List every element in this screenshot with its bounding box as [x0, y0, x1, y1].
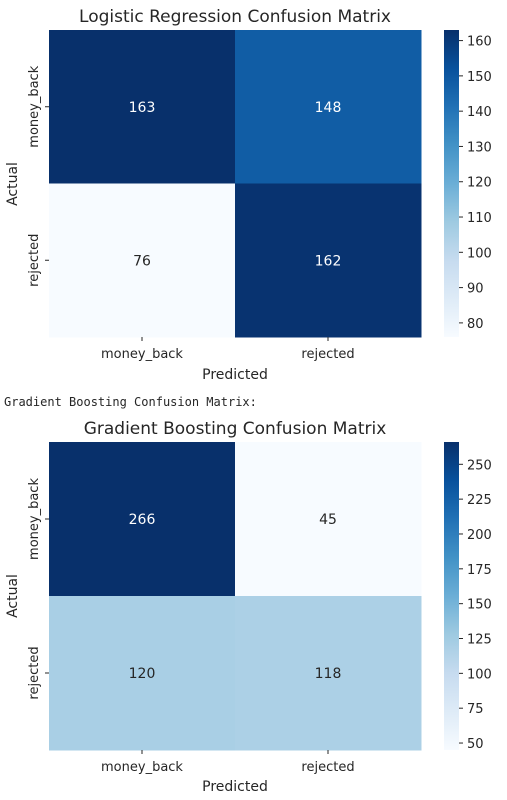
y-axis-label: Actual [5, 574, 21, 618]
colorbar-tick-label: 150 [467, 598, 492, 613]
colorbar-tick-label: 80 [467, 317, 484, 332]
cell-value-label: 118 [315, 666, 342, 682]
y-tick-label: rejected [27, 234, 42, 287]
y-tick-label: money_back [27, 478, 42, 560]
heatmap-cell [49, 442, 236, 597]
colorbar-tick-label: 175 [467, 563, 492, 578]
x-axis-label: Predicted [202, 367, 268, 383]
y-tick-label: money_back [27, 65, 42, 147]
colorbar-tick-label: 125 [467, 633, 492, 648]
console-output: Gradient Boosting Confusion Matrix: [4, 395, 257, 409]
colorbar-tick-label: 120 [467, 176, 492, 191]
cell-value-label: 148 [315, 100, 342, 116]
heatmap-cell [235, 30, 422, 184]
colorbar-tick-label: 100 [467, 667, 492, 682]
logistic-regression-heatmap: Logistic Regression Confusion Matrix 163… [5, 7, 492, 383]
colorbar-tick-label: 160 [467, 35, 492, 50]
colorbar-tick-label: 150 [467, 70, 492, 85]
chart-title: Logistic Regression Confusion Matrix [79, 7, 391, 27]
colorbar-tick-label: 75 [467, 702, 484, 717]
cell-value-label: 45 [319, 512, 337, 528]
colorbar [444, 30, 459, 337]
chart-title: Gradient Boosting Confusion Matrix [84, 419, 387, 439]
cell-value-label: 163 [129, 100, 156, 116]
colorbar-tick-label: 100 [467, 246, 492, 261]
gradient-boosting-heatmap: Gradient Boosting Confusion Matrix 266 45… [5, 419, 492, 795]
colorbar-tick-label: 140 [467, 105, 492, 120]
cell-value-label: 76 [133, 253, 151, 269]
y-tick-label: rejected [27, 646, 42, 699]
x-tick-label: money_back [101, 347, 183, 362]
x-tick-label: rejected [301, 760, 354, 775]
heatmap-cell [235, 183, 422, 338]
colorbar-tick-label: 130 [467, 140, 492, 155]
heatmap-cell [49, 30, 236, 184]
colorbar [444, 442, 459, 750]
heatmap-cell [235, 596, 422, 751]
colorbar-tick-label: 90 [467, 282, 484, 297]
heatmap-cell [235, 442, 422, 597]
y-axis-label: Actual [5, 162, 21, 206]
cell-value-label: 266 [129, 512, 156, 528]
colorbar-tick-label: 250 [467, 458, 492, 473]
cell-value-label: 162 [315, 253, 342, 269]
colorbar-tick-label: 200 [467, 528, 492, 543]
heatmap-cell [49, 183, 236, 338]
x-axis-label: Predicted [202, 779, 268, 795]
heatmap-cell [49, 596, 236, 751]
x-tick-label: money_back [101, 760, 183, 775]
colorbar-tick-label: 50 [467, 737, 484, 752]
x-tick-label: rejected [301, 347, 354, 362]
cell-value-label: 120 [129, 666, 156, 682]
colorbar-tick-label: 110 [467, 211, 492, 226]
colorbar-tick-label: 225 [467, 493, 492, 508]
